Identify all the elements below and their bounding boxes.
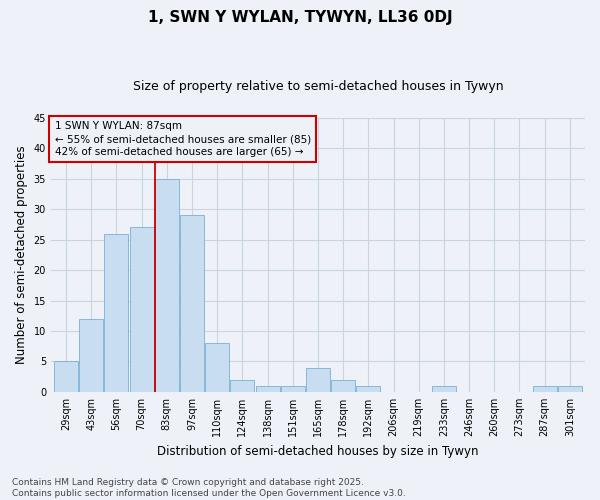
Bar: [331, 380, 355, 392]
Text: 1, SWN Y WYLAN, TYWYN, LL36 0DJ: 1, SWN Y WYLAN, TYWYN, LL36 0DJ: [148, 10, 452, 25]
Y-axis label: Number of semi-detached properties: Number of semi-detached properties: [15, 146, 28, 364]
Text: 1 SWN Y WYLAN: 87sqm
← 55% of semi-detached houses are smaller (85)
42% of semi-: 1 SWN Y WYLAN: 87sqm ← 55% of semi-detac…: [55, 121, 311, 157]
Bar: [432, 386, 456, 392]
Title: Size of property relative to semi-detached houses in Tywyn: Size of property relative to semi-detach…: [133, 80, 503, 93]
Bar: [155, 178, 179, 392]
Bar: [180, 216, 204, 392]
Text: Contains HM Land Registry data © Crown copyright and database right 2025.
Contai: Contains HM Land Registry data © Crown c…: [12, 478, 406, 498]
Bar: [104, 234, 128, 392]
Bar: [205, 343, 229, 392]
Bar: [256, 386, 280, 392]
Bar: [79, 319, 103, 392]
Bar: [230, 380, 254, 392]
Bar: [130, 228, 154, 392]
Bar: [306, 368, 330, 392]
Bar: [281, 386, 305, 392]
Bar: [54, 362, 78, 392]
X-axis label: Distribution of semi-detached houses by size in Tywyn: Distribution of semi-detached houses by …: [157, 444, 479, 458]
Bar: [356, 386, 380, 392]
Bar: [533, 386, 557, 392]
Bar: [558, 386, 582, 392]
